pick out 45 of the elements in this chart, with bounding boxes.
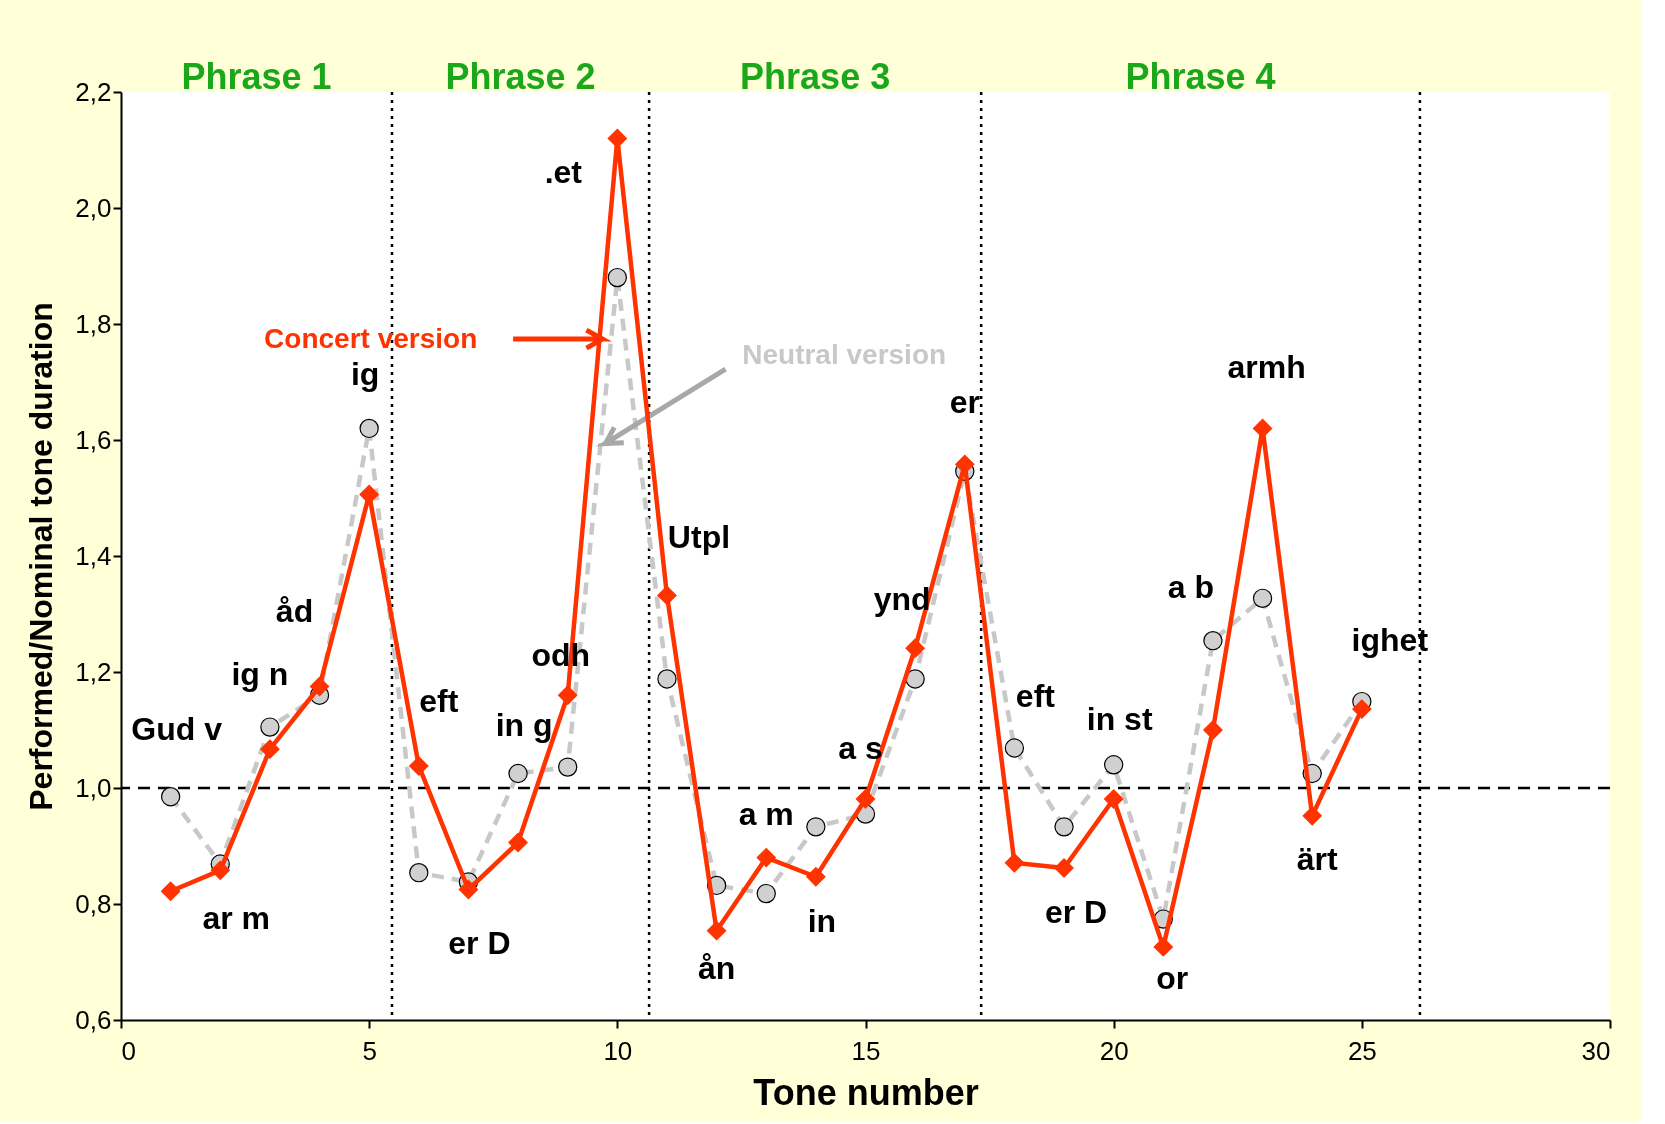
y-tick-label: 2,2 (75, 76, 112, 107)
y-tick-label: 1,0 (75, 772, 112, 803)
annotation: armh (1227, 349, 1306, 386)
annotation: ig (350, 356, 380, 393)
annotation: a m (738, 795, 794, 832)
y-tick-label: 1,6 (75, 424, 112, 455)
y-tick-label: 0,8 (75, 888, 112, 919)
annotation: Phrase 2 (445, 56, 596, 97)
x-tick-label: 5 (362, 1035, 377, 1066)
x-tick-label: 25 (1347, 1035, 1377, 1066)
y-tick-label: 1,4 (75, 540, 112, 571)
annotation: er D (1044, 894, 1108, 931)
annotation: in (807, 902, 837, 939)
y-tick-label: 1,2 (75, 656, 112, 687)
annotation: Utpl (667, 519, 731, 556)
y-tick-label: 0,6 (75, 1004, 112, 1035)
annotation: .et (544, 154, 583, 191)
annotation: eft (1015, 677, 1056, 714)
annotation: in g (495, 706, 553, 743)
annotation: Phrase 1 (181, 56, 332, 97)
y-tick-label: 2,0 (75, 192, 112, 223)
annotation: ar m (202, 900, 271, 937)
annotation: in st (1086, 701, 1153, 738)
annotation: ärt (1296, 840, 1338, 877)
annotation: åd (275, 592, 314, 629)
legend-label: Concert version (264, 323, 478, 355)
annotation: Phrase 4 (1125, 56, 1276, 97)
annotation: a b (1167, 568, 1215, 605)
x-tick-label: 10 (603, 1035, 633, 1066)
annotation: er (949, 384, 980, 421)
x-tick-label: 0 (121, 1035, 136, 1066)
x-tick-label: 30 (1581, 1035, 1611, 1066)
annotation: or (1156, 959, 1189, 996)
y-tick-label: 1,8 (75, 308, 112, 339)
x-tick-label: 20 (1099, 1035, 1129, 1066)
annotation: eft (419, 682, 459, 719)
x-axis-title: Tone number (753, 1071, 979, 1113)
annotation: er D (448, 924, 511, 961)
annotation: Phrase 3 (740, 56, 891, 97)
y-axis-title: Performed/Nominal tone duration (23, 302, 60, 811)
annotation: ån (697, 949, 736, 986)
annotation: Gud v (131, 710, 223, 747)
annotation: ig n (231, 656, 289, 693)
annotation: ighet (1351, 621, 1429, 658)
x-tick-label: 15 (851, 1035, 881, 1066)
